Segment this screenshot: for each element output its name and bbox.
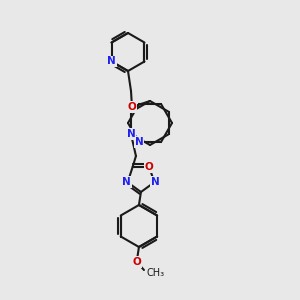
Text: N: N [107, 56, 116, 67]
Text: O: O [145, 162, 154, 172]
Text: O: O [128, 102, 136, 112]
Text: CH₃: CH₃ [147, 268, 165, 278]
Text: N: N [122, 177, 131, 187]
Text: N: N [135, 137, 143, 147]
Text: N: N [127, 129, 135, 139]
Text: O: O [133, 257, 141, 267]
Text: N: N [151, 177, 160, 187]
